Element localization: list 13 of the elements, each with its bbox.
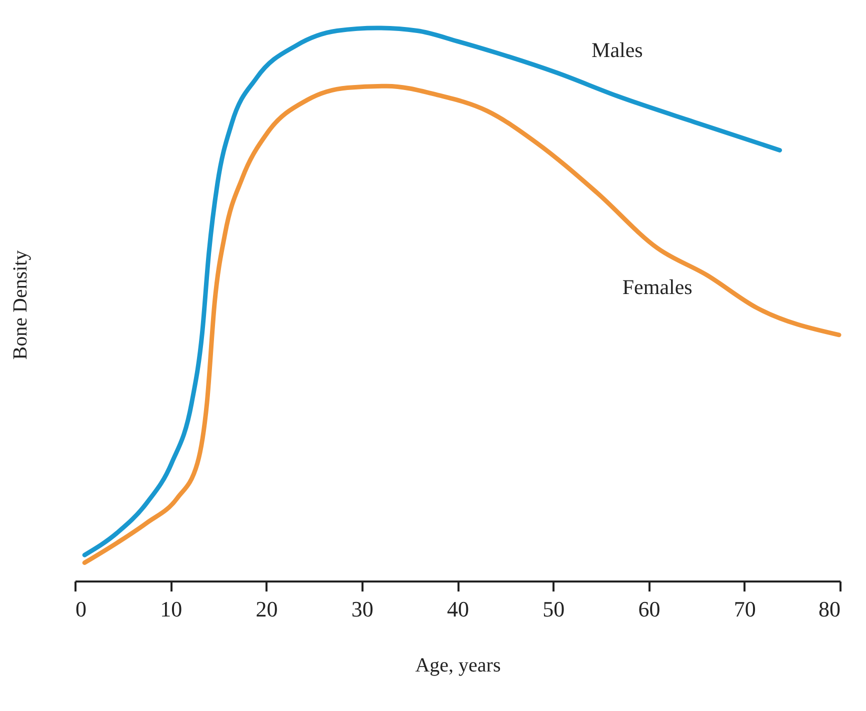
x-tick-label: 60 <box>638 596 660 622</box>
x-tick-label: 30 <box>351 596 374 622</box>
x-axis-title: Age, years <box>415 654 501 676</box>
x-tick-label: 40 <box>447 596 469 622</box>
x-tick-label: 20 <box>256 596 278 622</box>
x-tick-label: 50 <box>542 596 565 622</box>
series-label: Males <box>592 38 643 62</box>
x-tick-label: 0 <box>76 596 86 622</box>
series-label: Females <box>622 275 692 300</box>
y-axis-title: Bone Density <box>10 250 32 360</box>
x-tick-label: 70 <box>734 596 756 622</box>
x-tick-label: 10 <box>160 596 182 622</box>
x-tick-label: 80 <box>818 596 840 622</box>
